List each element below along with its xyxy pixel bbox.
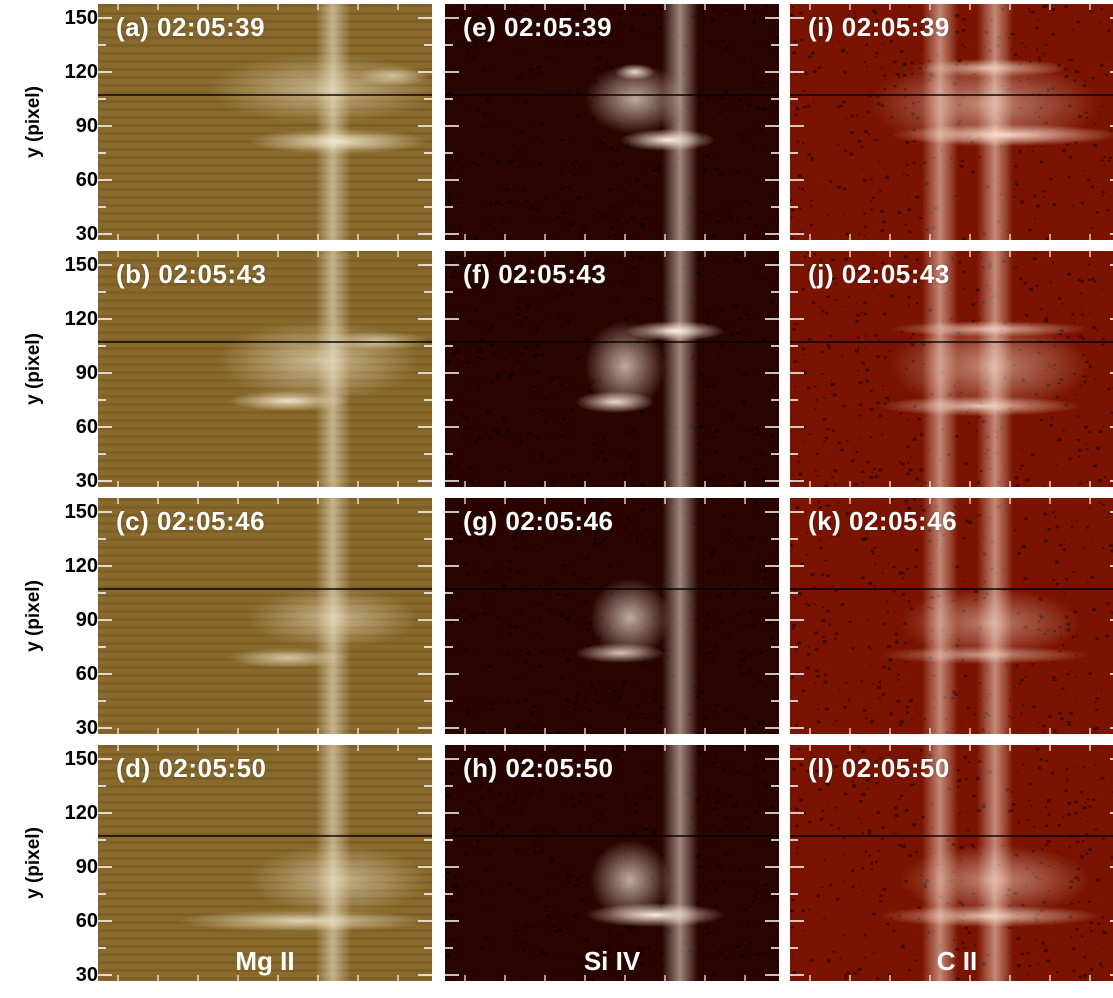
spectral-image <box>98 251 432 487</box>
spectral-image <box>445 4 779 240</box>
panel-label: (l) 02:05:50 <box>808 753 950 783</box>
spectral-line-label: Mg II <box>235 946 295 976</box>
spectral-image <box>790 498 1113 734</box>
spectral-panel: (l) 02:05:50 C II <box>790 745 1113 981</box>
spectral-panel: (k) 02:05:46 <box>790 498 1113 734</box>
y-tick-label: 150 <box>64 254 98 276</box>
spectral-image <box>98 745 432 981</box>
y-tick-label: 90 <box>75 609 98 631</box>
spectral-line-label: Si IV <box>583 946 641 976</box>
spectral-image <box>445 745 779 981</box>
y-tick-label: 60 <box>75 169 98 191</box>
spectral-panel: (i) 02:05:39 <box>790 4 1113 240</box>
spectral-panel: (a) 02:05:39 <box>98 4 432 240</box>
y-tick-label: 30 <box>75 470 98 492</box>
y-tick-label: 60 <box>75 910 98 932</box>
spectral-image <box>790 4 1113 240</box>
spectral-image <box>98 498 432 734</box>
y-tick-label: 90 <box>75 362 98 384</box>
panel-label: (a) 02:05:39 <box>116 12 266 42</box>
y-tick-label: 30 <box>75 717 98 739</box>
y-axis-label: y (pixel) <box>14 251 54 487</box>
y-tick-label: 60 <box>75 663 98 685</box>
spectral-image <box>790 745 1113 981</box>
y-tick-label: 150 <box>64 501 98 523</box>
panel-label: (i) 02:05:39 <box>808 12 950 42</box>
y-axis-label: y (pixel) <box>14 4 54 240</box>
y-tick-label: 150 <box>64 748 98 770</box>
panel-label: (b) 02:05:43 <box>116 259 267 289</box>
spectral-line-label: C II <box>936 946 978 976</box>
panel-label: (k) 02:05:46 <box>808 506 958 536</box>
y-tick-label: 90 <box>75 115 98 137</box>
panel-label: (c) 02:05:46 <box>116 506 266 536</box>
spectral-panel: (f) 02:05:43 <box>445 251 779 487</box>
y-tick-label: 120 <box>64 802 98 824</box>
y-axis-label-text: y (pixel) <box>23 580 44 652</box>
y-axis-label: y (pixel) <box>14 498 54 734</box>
y-axis-label-text: y (pixel) <box>23 86 44 158</box>
y-tick-label: 120 <box>64 61 98 83</box>
spectral-panel: (b) 02:05:43 <box>98 251 432 487</box>
spectral-panel: (d) 02:05:50 Mg II <box>98 745 432 981</box>
y-tick-label: 120 <box>64 555 98 577</box>
spectral-image <box>98 4 432 240</box>
spectral-panel: (h) 02:05:50 Si IV <box>445 745 779 981</box>
y-axis-label: y (pixel) <box>14 745 54 981</box>
spectral-image <box>790 251 1113 487</box>
y-tick-label: 30 <box>75 964 98 986</box>
panel-label: (d) 02:05:50 <box>116 753 267 783</box>
spectral-image <box>445 251 779 487</box>
y-tick-label: 120 <box>64 308 98 330</box>
spectral-panel: (j) 02:05:43 <box>790 251 1113 487</box>
y-tick-label: 60 <box>75 416 98 438</box>
panel-label: (j) 02:05:43 <box>808 259 950 289</box>
spectral-image <box>445 498 779 734</box>
y-axis-label-text: y (pixel) <box>23 333 44 405</box>
panel-label: (f) 02:05:43 <box>463 259 607 289</box>
panel-label: (h) 02:05:50 <box>463 753 614 783</box>
spectral-panel: (g) 02:05:46 <box>445 498 779 734</box>
y-tick-label: 90 <box>75 856 98 878</box>
y-tick-label: 30 <box>75 223 98 245</box>
y-axis-label-text: y (pixel) <box>23 827 44 899</box>
spectral-panel: (c) 02:05:46 <box>98 498 432 734</box>
y-tick-label: 150 <box>64 7 98 29</box>
panel-label: (g) 02:05:46 <box>463 506 614 536</box>
spectral-panel: (e) 02:05:39 <box>445 4 779 240</box>
panel-label: (e) 02:05:39 <box>463 12 613 42</box>
